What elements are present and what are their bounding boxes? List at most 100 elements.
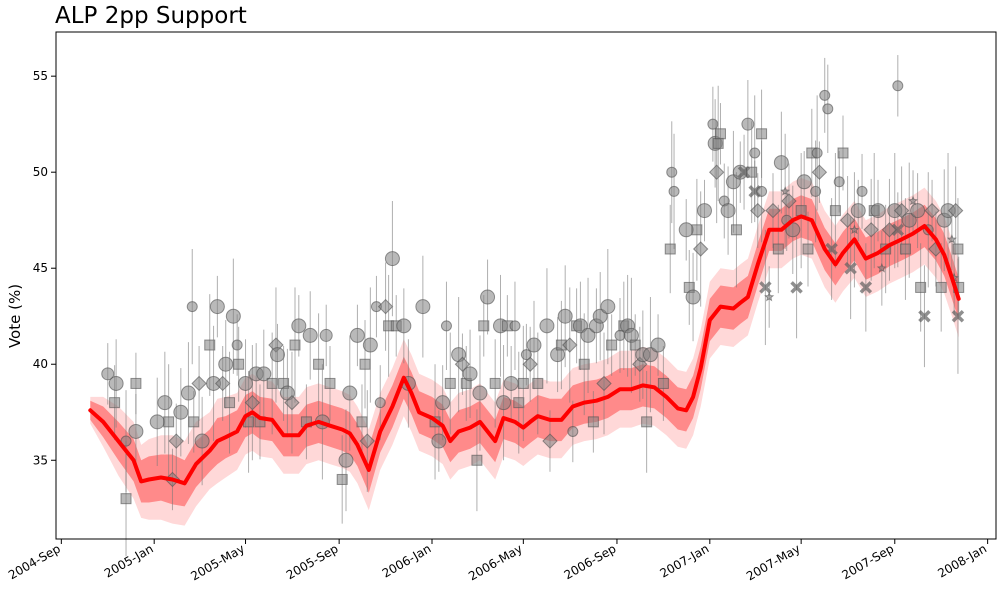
poll-marker bbox=[225, 308, 241, 324]
poll-point bbox=[714, 103, 726, 165]
poll-point bbox=[657, 345, 669, 421]
poll-point bbox=[173, 368, 189, 457]
poll-marker bbox=[173, 404, 189, 420]
poll-marker bbox=[678, 222, 694, 238]
poll-point bbox=[319, 304, 333, 367]
poll-point bbox=[489, 339, 501, 428]
poll-point bbox=[946, 208, 957, 271]
poll-marker bbox=[819, 89, 831, 101]
poll-marker bbox=[596, 375, 612, 392]
poll-marker bbox=[666, 166, 678, 178]
poll-marker bbox=[108, 375, 124, 391]
poll-point bbox=[947, 166, 964, 255]
poll-marker bbox=[935, 281, 947, 293]
poll-marker bbox=[302, 327, 318, 343]
poll-marker bbox=[600, 299, 616, 315]
poll-point bbox=[415, 255, 431, 358]
poll-point bbox=[892, 55, 904, 117]
poll-point bbox=[359, 390, 376, 492]
poll-marker bbox=[587, 416, 599, 428]
poll-marker bbox=[773, 155, 789, 171]
poll-point bbox=[951, 258, 965, 374]
poll-point bbox=[849, 172, 860, 288]
poll-marker bbox=[578, 358, 590, 370]
poll-marker bbox=[526, 337, 542, 353]
poll-marker bbox=[218, 356, 234, 372]
poll-marker bbox=[562, 337, 578, 353]
poll-marker bbox=[163, 416, 175, 428]
poll-marker bbox=[802, 243, 814, 255]
poll-point bbox=[291, 295, 307, 357]
y-tick-label: 50 bbox=[33, 165, 48, 179]
poll-marker bbox=[946, 234, 957, 244]
poll-point bbox=[907, 170, 918, 232]
poll-marker bbox=[859, 281, 873, 294]
poll-point bbox=[918, 265, 931, 368]
poll-marker bbox=[324, 377, 336, 389]
poll-point bbox=[685, 252, 701, 342]
poll-marker bbox=[730, 224, 742, 236]
poll-point bbox=[785, 185, 801, 274]
poll-point bbox=[128, 394, 144, 469]
poll-point bbox=[209, 275, 225, 338]
poll-point bbox=[313, 313, 325, 416]
poll-point bbox=[756, 140, 768, 243]
poll-point bbox=[796, 151, 812, 213]
y-tick-label: 45 bbox=[33, 261, 48, 275]
x-tick-label: 2007-Jan bbox=[658, 541, 712, 580]
poll-marker bbox=[837, 147, 849, 159]
poll-marker bbox=[359, 358, 371, 370]
x-axis: 2004-Sep 2005-Jan 2005-May 2005-Sep 2006-Jan… bbox=[6, 539, 989, 583]
poll-marker bbox=[668, 185, 680, 197]
poll-marker bbox=[130, 377, 142, 389]
poll-point bbox=[567, 400, 579, 463]
poll-point bbox=[746, 121, 758, 224]
poll-marker bbox=[822, 103, 834, 115]
poll-point bbox=[517, 325, 529, 442]
poll-point bbox=[377, 262, 394, 351]
poll-point bbox=[606, 314, 618, 376]
poll-marker bbox=[772, 243, 784, 255]
poll-marker bbox=[918, 309, 931, 323]
poll-point bbox=[596, 332, 612, 435]
poll-marker bbox=[580, 327, 596, 343]
inner-band bbox=[90, 195, 959, 507]
poll-point bbox=[256, 329, 272, 419]
y-axis-label: Vote (%) bbox=[6, 284, 24, 348]
poll-marker bbox=[472, 385, 488, 401]
poll-point bbox=[764, 266, 775, 328]
poll-marker bbox=[319, 328, 333, 342]
poll-point bbox=[188, 391, 200, 453]
poll-marker bbox=[811, 164, 828, 180]
poll-point bbox=[811, 141, 828, 203]
poll-point bbox=[509, 281, 521, 370]
poll-marker bbox=[396, 318, 412, 334]
poll-marker bbox=[810, 185, 822, 197]
poll-marker bbox=[109, 397, 121, 409]
poll-point bbox=[588, 288, 604, 364]
poll-marker bbox=[741, 117, 755, 131]
poll-point bbox=[108, 339, 124, 428]
poll-marker bbox=[209, 299, 225, 315]
poll-marker bbox=[356, 416, 368, 428]
poll-point bbox=[462, 329, 478, 419]
poll-point bbox=[374, 365, 386, 441]
poll-marker bbox=[101, 367, 115, 381]
poll-marker bbox=[664, 243, 676, 255]
poll-point bbox=[580, 277, 596, 394]
poll-marker bbox=[952, 243, 964, 255]
poll-marker bbox=[462, 366, 478, 382]
poll-marker bbox=[876, 262, 887, 273]
poll-marker bbox=[440, 320, 452, 332]
poll-point bbox=[910, 173, 926, 249]
poll-marker bbox=[542, 433, 558, 449]
poll-marker bbox=[435, 395, 451, 411]
poll-marker bbox=[756, 185, 768, 197]
poll-marker bbox=[892, 80, 904, 92]
poll-point bbox=[870, 179, 886, 242]
poll-marker bbox=[780, 186, 791, 196]
poll-point bbox=[876, 230, 887, 306]
poll-point bbox=[324, 345, 336, 421]
poll-marker bbox=[256, 366, 272, 382]
poll-point bbox=[480, 259, 496, 335]
